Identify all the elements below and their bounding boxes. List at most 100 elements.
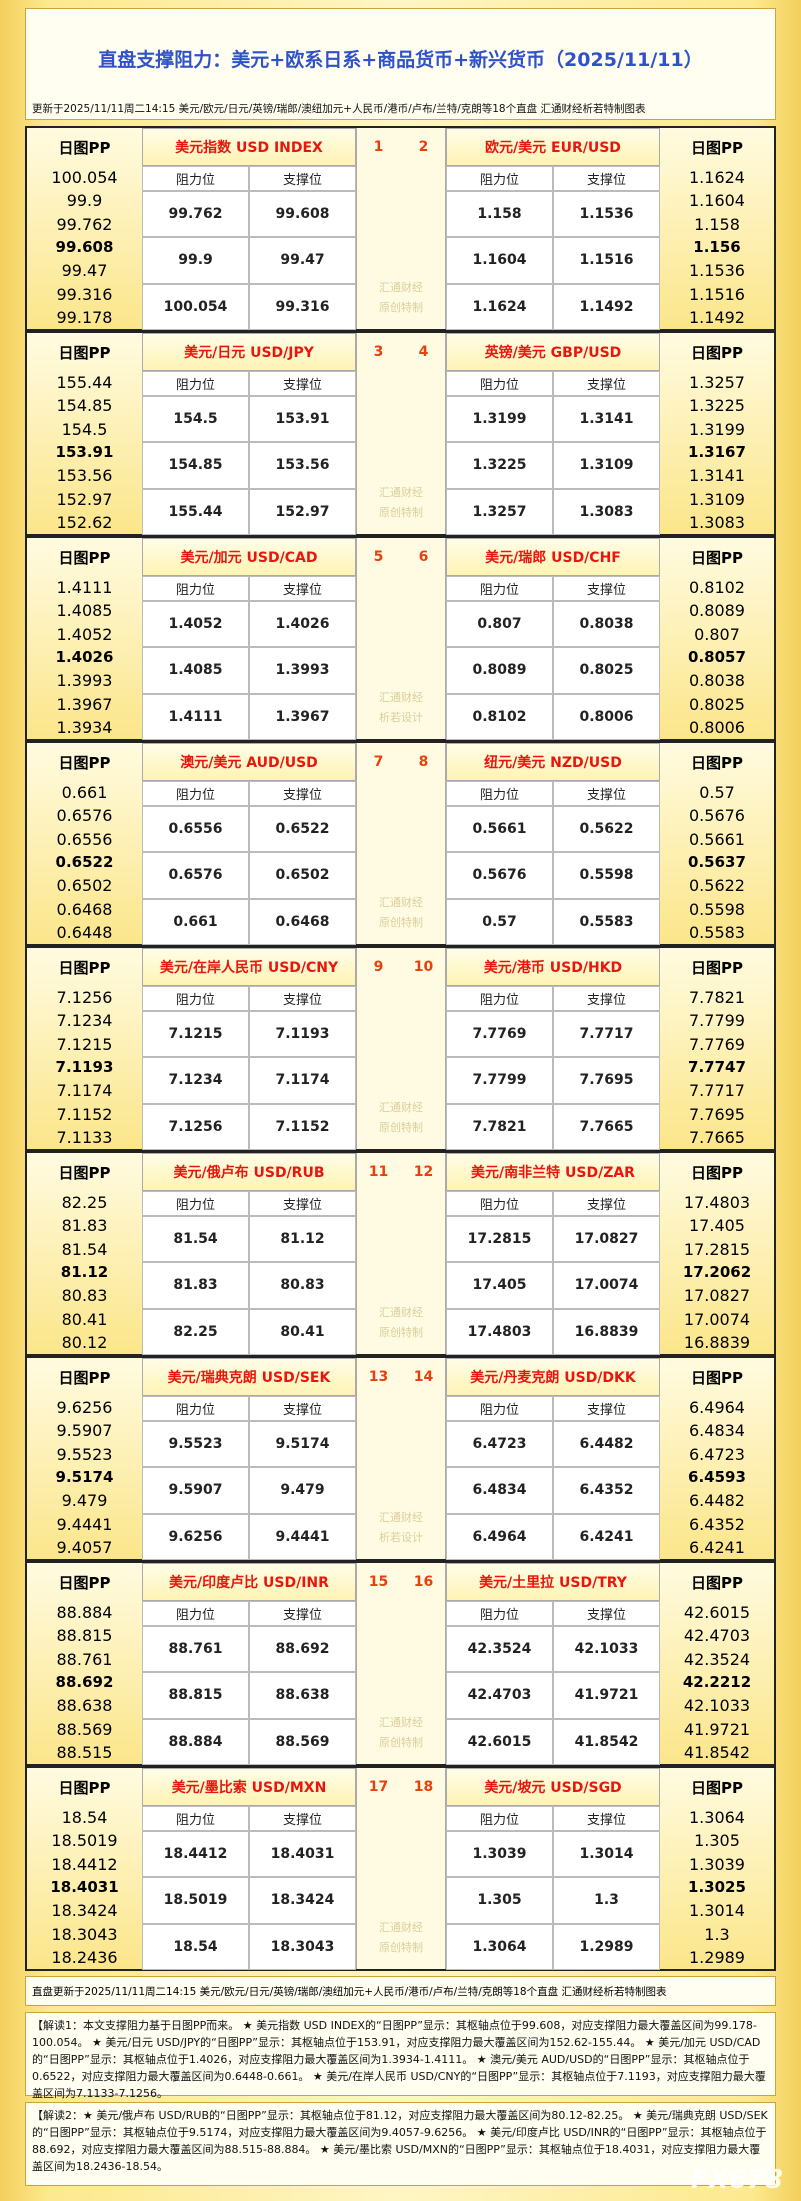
support-value: 18.4031 bbox=[249, 1831, 356, 1878]
pp-value: 155.44 bbox=[56, 373, 113, 393]
pp-value: 0.8038 bbox=[689, 671, 745, 691]
pair-number: 2 bbox=[418, 139, 429, 155]
support-label: 支撑位 bbox=[553, 1396, 660, 1421]
resistance-value: 9.5907 bbox=[142, 1467, 249, 1514]
pair-name: 美元/港币 USD/HKD bbox=[446, 948, 660, 986]
pp-value: 7.7665 bbox=[689, 1127, 745, 1147]
pp-value: 17.405 bbox=[689, 1216, 745, 1236]
resistance-value: 7.1215 bbox=[142, 1011, 249, 1058]
pp-value: 18.3424 bbox=[51, 1901, 118, 1921]
center-column bbox=[356, 743, 446, 944]
pp-label: 日图PP bbox=[691, 753, 743, 772]
resistance-value: 1.305 bbox=[446, 1877, 553, 1924]
watermark-text: 原创特制 bbox=[379, 1121, 423, 1134]
resistance-label: 阻力位 bbox=[142, 166, 249, 191]
support-value: 41.9721 bbox=[553, 1672, 660, 1719]
pp-value: 1.3039 bbox=[689, 1854, 745, 1874]
pp-value: 0.8006 bbox=[689, 717, 745, 737]
pp-value: 16.8839 bbox=[683, 1332, 751, 1352]
pp-value: 0.5622 bbox=[689, 876, 745, 896]
pp-value: 18.2436 bbox=[51, 1947, 118, 1967]
support-value: 1.1492 bbox=[553, 283, 660, 330]
pp-value: 99.178 bbox=[56, 307, 113, 327]
pp-value: 18.54 bbox=[61, 1808, 108, 1828]
support-value: 17.0827 bbox=[553, 1216, 660, 1263]
pp-value: 1.3225 bbox=[689, 396, 745, 416]
support-value: 7.1152 bbox=[249, 1103, 356, 1150]
support-value: 99.608 bbox=[249, 191, 356, 238]
pp-value: 88.815 bbox=[56, 1626, 113, 1646]
resistance-value: 0.6576 bbox=[142, 852, 249, 899]
center-column bbox=[356, 1768, 446, 1969]
support-value: 1.3993 bbox=[249, 647, 356, 694]
support-value: 6.4352 bbox=[553, 1467, 660, 1514]
pp-value: 41.9721 bbox=[683, 1719, 751, 1739]
watermark-text: 原创特制 bbox=[379, 301, 423, 314]
pp-value: 1.3109 bbox=[689, 489, 745, 509]
pp-value: 154.85 bbox=[56, 396, 113, 416]
pp-value: 18.4031 bbox=[50, 1878, 119, 1897]
resistance-value: 88.761 bbox=[142, 1626, 249, 1673]
pair-number: 3 bbox=[373, 344, 384, 360]
resistance-value: 88.815 bbox=[142, 1672, 249, 1719]
pp-value: 88.761 bbox=[56, 1649, 113, 1669]
pp-column bbox=[660, 1768, 774, 1969]
pair-number: 10 bbox=[413, 959, 434, 975]
pp-value: 6.4482 bbox=[689, 1491, 745, 1511]
pair-number: 7 bbox=[373, 754, 384, 770]
resistance-label: 阻力位 bbox=[142, 1396, 249, 1421]
support-value: 1.1536 bbox=[553, 191, 660, 238]
pair-name: 美元/加元 USD/CAD bbox=[142, 538, 356, 576]
pp-value: 99.762 bbox=[56, 214, 113, 234]
pair-block: 日图PP 88.884 88.815 88.761 88.692 88.638 88.569… bbox=[25, 1561, 776, 1766]
pp-value: 1.3257 bbox=[689, 373, 745, 393]
pp-label: 日图PP bbox=[58, 1778, 111, 1797]
watermark-text: 原创特制 bbox=[379, 506, 423, 519]
pair-block: 日图PP 1.4111 1.4085 1.4052 1.4026 1.3993 1.3967… bbox=[25, 536, 776, 741]
pp-value: 7.1133 bbox=[56, 1127, 113, 1147]
resistance-label: 阻力位 bbox=[446, 1806, 553, 1831]
pp-value: 6.4834 bbox=[689, 1421, 745, 1441]
resistance-label: 阻力位 bbox=[446, 576, 553, 601]
support-value: 7.1193 bbox=[249, 1011, 356, 1058]
pp-value: 1.3141 bbox=[689, 466, 745, 486]
pair-block: 日图PP 0.661 0.6576 0.6556 0.6522 0.6502 0.6468 0… bbox=[25, 741, 776, 946]
pp-value: 6.4352 bbox=[689, 1514, 745, 1534]
pair-name: 美元/瑞郎 USD/CHF bbox=[446, 538, 660, 576]
pair-block: 日图PP 155.44 154.85 154.5 153.91 153.56 152.97 1… bbox=[25, 331, 776, 536]
pp-value: 7.1152 bbox=[56, 1104, 113, 1124]
pp-value: 153.56 bbox=[56, 466, 113, 486]
support-value: 42.1033 bbox=[553, 1626, 660, 1673]
pp-value: 0.6522 bbox=[55, 853, 114, 872]
center-column bbox=[356, 948, 446, 1149]
support-value: 7.7695 bbox=[553, 1057, 660, 1104]
support-label: 支撑位 bbox=[553, 1191, 660, 1216]
resistance-value: 154.5 bbox=[142, 396, 249, 443]
pp-value: 82.25 bbox=[61, 1193, 108, 1213]
pp-value: 0.57 bbox=[699, 783, 735, 803]
support-label: 支撑位 bbox=[553, 166, 660, 191]
pp-value: 80.41 bbox=[61, 1309, 108, 1329]
pp-value: 88.692 bbox=[55, 1673, 114, 1692]
pp-value: 0.8057 bbox=[688, 648, 746, 667]
pp-label: 日图PP bbox=[691, 958, 743, 977]
pp-column bbox=[27, 948, 142, 1149]
center-column bbox=[356, 1563, 446, 1764]
center-column bbox=[356, 1153, 446, 1354]
pp-value: 17.2815 bbox=[683, 1239, 751, 1259]
resistance-value: 0.57 bbox=[446, 898, 553, 945]
resistance-value: 100.054 bbox=[142, 283, 249, 330]
support-value: 9.479 bbox=[249, 1467, 356, 1514]
pair-block: 日图PP 82.25 81.83 81.54 81.12 80.83 80.41 80.12 美… bbox=[25, 1151, 776, 1356]
pp-value: 1.1624 bbox=[689, 168, 745, 188]
resistance-value: 99.762 bbox=[142, 191, 249, 238]
resistance-value: 7.7799 bbox=[446, 1057, 553, 1104]
pp-column bbox=[660, 743, 774, 944]
resistance-value: 1.4111 bbox=[142, 693, 249, 740]
pp-value: 1.4026 bbox=[55, 648, 114, 667]
pp-value: 0.6502 bbox=[56, 876, 113, 896]
watermark-text: 析若设计 bbox=[379, 711, 423, 724]
pp-column bbox=[27, 538, 142, 739]
support-value: 80.83 bbox=[249, 1262, 356, 1309]
pp-value: 0.6556 bbox=[56, 829, 113, 849]
